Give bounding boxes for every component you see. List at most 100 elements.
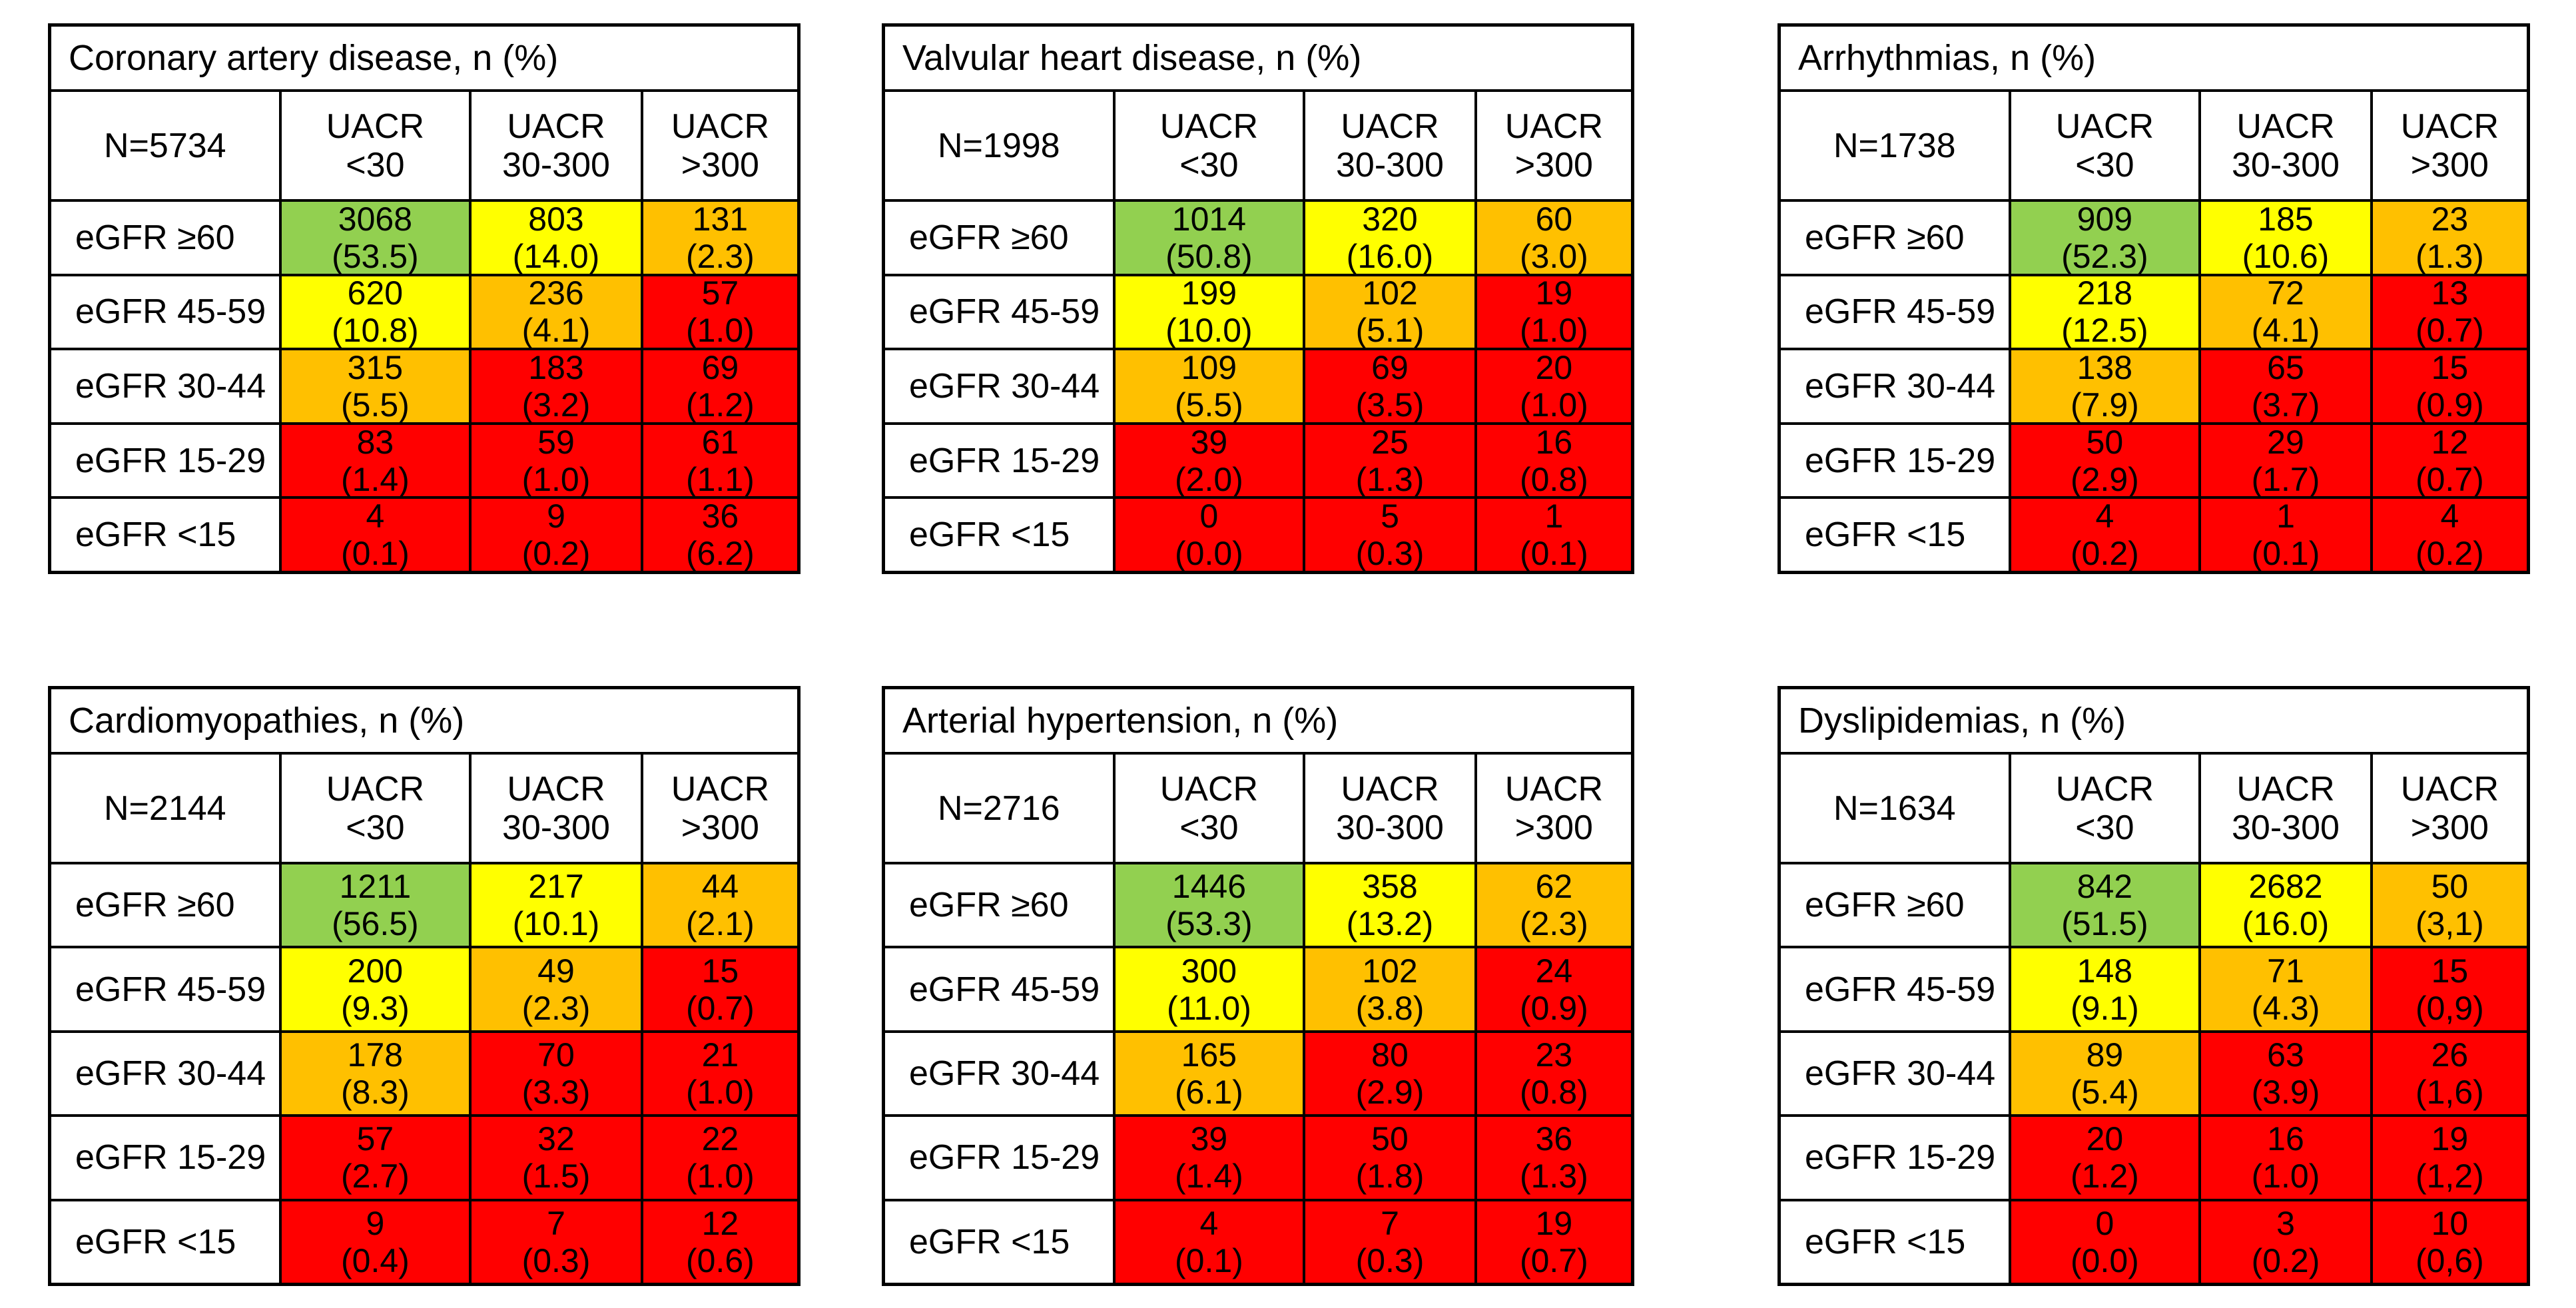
- risk-cell: 26 (1,6): [2370, 1032, 2527, 1115]
- cell-count: 60: [1535, 202, 1573, 238]
- cell-percent: (5.4): [2070, 1074, 2139, 1112]
- risk-cell: 10 (0,6): [2370, 1201, 2527, 1283]
- cell-percent: (14.0): [512, 237, 600, 274]
- cell-count: 102: [1362, 952, 1418, 990]
- cell-percent: (7.9): [2070, 386, 2139, 422]
- table-row: eGFR 30-44 165 (6.1) 80 (2.9) 23 (0.8): [885, 1030, 1631, 1115]
- uacr-header-line1: UACR: [2236, 107, 2335, 146]
- cell-count: 320: [1362, 202, 1418, 238]
- risk-cell: 25 (1.3): [1303, 424, 1474, 497]
- cell-percent: (1.0): [685, 1157, 755, 1195]
- risk-cell: 50 (1.8): [1303, 1117, 1474, 1199]
- cell-percent: (10.6): [2242, 237, 2330, 274]
- cell-percent: (56.5): [332, 905, 419, 943]
- uacr-column-header: UACR <30: [1112, 755, 1303, 862]
- cell-count: 4: [2440, 499, 2459, 535]
- table-header-row: N=1738 UACR <30 UACR 30-300 UACR >300: [1781, 89, 2527, 199]
- cell-count: 21: [701, 1036, 739, 1074]
- cell-count: 200: [347, 952, 404, 990]
- cell-percent: (4.3): [2251, 989, 2320, 1027]
- cell-percent: (0.7): [2415, 460, 2484, 497]
- risk-cell: 19 (1,2): [2370, 1117, 2527, 1199]
- cell-percent: (3.2): [521, 386, 591, 422]
- cell-percent: (1.1): [685, 460, 755, 497]
- risk-cell: 39 (1.4): [1112, 1117, 1303, 1199]
- risk-cell: 1211 (56.5): [278, 864, 470, 946]
- table-header-row: N=1634 UACR <30 UACR 30-300 UACR >300: [1781, 752, 2527, 862]
- cell-percent: (2.0): [1174, 460, 1243, 497]
- cell-count: 22: [701, 1120, 739, 1158]
- cell-count: 39: [1190, 424, 1228, 461]
- cell-count: 32: [537, 1120, 575, 1158]
- cell-percent: (0.0): [2070, 1241, 2139, 1279]
- cell-percent: (4.1): [521, 312, 591, 348]
- cell-percent: (0.3): [1355, 1241, 1425, 1279]
- cell-count: 842: [2077, 868, 2133, 906]
- cell-percent: (2.9): [2070, 460, 2139, 497]
- cell-percent: (50.8): [1165, 237, 1253, 274]
- table-row: eGFR 15-29 39 (1.4) 50 (1.8) 36 (1.3): [885, 1114, 1631, 1199]
- risk-cell: 5 (0.3): [1303, 499, 1474, 571]
- cell-percent: (0.1): [2251, 535, 2320, 571]
- table-title: Valvular heart disease, n (%): [902, 38, 1362, 78]
- uacr-header-line1: UACR: [671, 107, 770, 146]
- cell-count: 315: [347, 350, 404, 386]
- cell-count: 300: [1181, 952, 1237, 990]
- uacr-header-line1: UACR: [671, 769, 770, 809]
- cell-percent: (1.7): [2251, 460, 2320, 497]
- uacr-column-header: UACR >300: [640, 755, 797, 862]
- risk-cell: 83 (1.4): [278, 424, 470, 497]
- cell-percent: (3.5): [1355, 386, 1425, 422]
- cell-count: 102: [1362, 276, 1418, 312]
- uacr-header-line1: UACR: [326, 769, 425, 809]
- cell-percent: (2.7): [340, 1157, 410, 1195]
- cell-count: 19: [1535, 1204, 1573, 1242]
- cell-percent: (2.1): [685, 905, 755, 943]
- risk-cell: 23 (0.8): [1474, 1032, 1631, 1115]
- cell-count: 4: [1199, 1204, 1219, 1242]
- cell-count: 29: [2267, 424, 2304, 461]
- cell-percent: (8.3): [340, 1074, 410, 1112]
- uacr-header-line1: UACR: [2055, 107, 2154, 146]
- table-valvular-heart-disease: Valvular heart disease, n (%) N=1998 UACR <…: [882, 23, 1634, 574]
- table-row: eGFR ≥60 1446 (53.3) 358 (13.2) 62 (2.3): [885, 862, 1631, 946]
- cell-count: 65: [2267, 350, 2304, 386]
- uacr-header-line2: 30-300: [502, 145, 610, 184]
- uacr-header-line2: >300: [2410, 145, 2489, 184]
- table-row: eGFR <15 0 (0.0) 3 (0.2) 10 (0,6): [1781, 1198, 2527, 1283]
- egfr-row-label: eGFR 30-44: [909, 1054, 1100, 1094]
- risk-cell: 60 (3.0): [1474, 202, 1631, 274]
- cell-count: 1: [2276, 499, 2295, 535]
- risk-cell: 178 (8.3): [278, 1032, 470, 1115]
- table-row: eGFR ≥60 1211 (56.5) 217 (10.1) 44 (2.1): [51, 862, 797, 946]
- table-header-row: N=1998 UACR <30 UACR 30-300 UACR >300: [885, 89, 1631, 199]
- risk-cell: 49 (2.3): [469, 948, 641, 1030]
- uacr-header-line1: UACR: [2400, 769, 2499, 809]
- cell-count: 36: [701, 499, 739, 535]
- risk-cell: 20 (1.2): [2008, 1117, 2199, 1199]
- cell-count: 131: [692, 202, 749, 238]
- uacr-header-line2: <30: [346, 145, 405, 184]
- n-total-cell: N=2144: [103, 789, 226, 828]
- risk-cell: 315 (5.5): [278, 350, 470, 422]
- cell-percent: (1.0): [1519, 386, 1588, 422]
- risk-cell: 70 (3.3): [469, 1032, 641, 1115]
- cell-count: 4: [2095, 499, 2114, 535]
- cell-count: 803: [528, 202, 584, 238]
- cell-count: 57: [356, 1120, 394, 1158]
- cell-count: 15: [701, 952, 739, 990]
- cell-percent: (0.6): [685, 1241, 755, 1279]
- risk-cell: 300 (11.0): [1112, 948, 1303, 1030]
- risk-cell: 13 (0.7): [2370, 276, 2527, 348]
- cell-count: 89: [2086, 1036, 2124, 1074]
- cell-count: 199: [1181, 276, 1237, 312]
- cell-percent: (11.0): [1166, 989, 1251, 1027]
- risk-cell: 1 (0.1): [2198, 499, 2370, 571]
- cell-percent: (0.3): [521, 1241, 591, 1279]
- uacr-header-line1: UACR: [507, 107, 605, 146]
- risk-cell: 909 (52.3): [2008, 202, 2199, 274]
- risk-cell: 3 (0.2): [2198, 1201, 2370, 1283]
- risk-cell: 183 (3.2): [469, 350, 641, 422]
- risk-cell: 236 (4.1): [469, 276, 641, 348]
- cell-count: 15: [2431, 350, 2469, 386]
